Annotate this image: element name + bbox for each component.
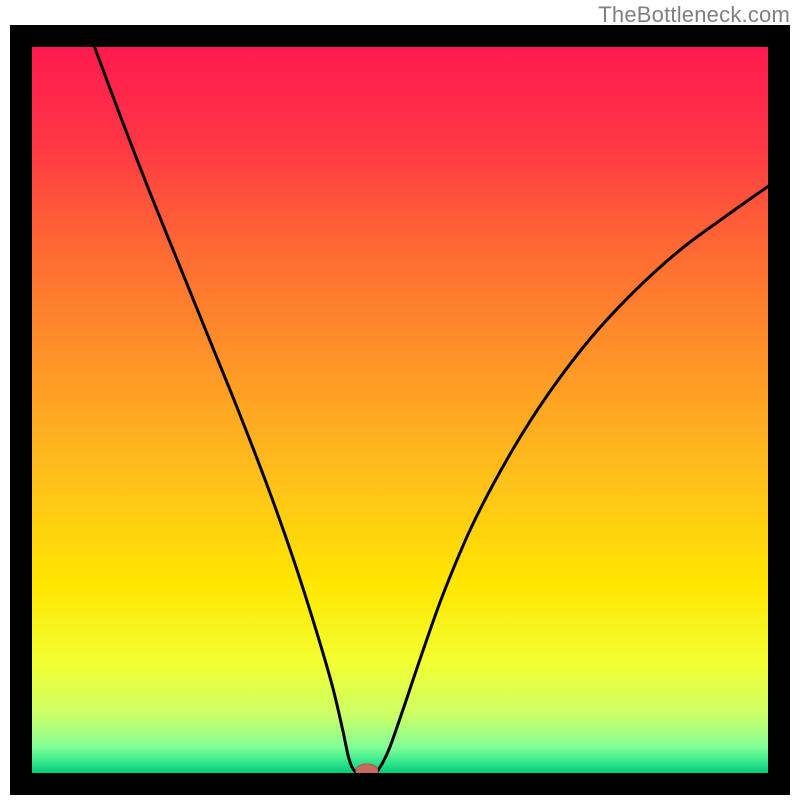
plot-background-gradient: [32, 47, 768, 773]
figure-canvas: TheBottleneck.com: [0, 0, 800, 800]
watermark-text: TheBottleneck.com: [598, 2, 790, 28]
bottleneck-chart: [0, 0, 800, 800]
